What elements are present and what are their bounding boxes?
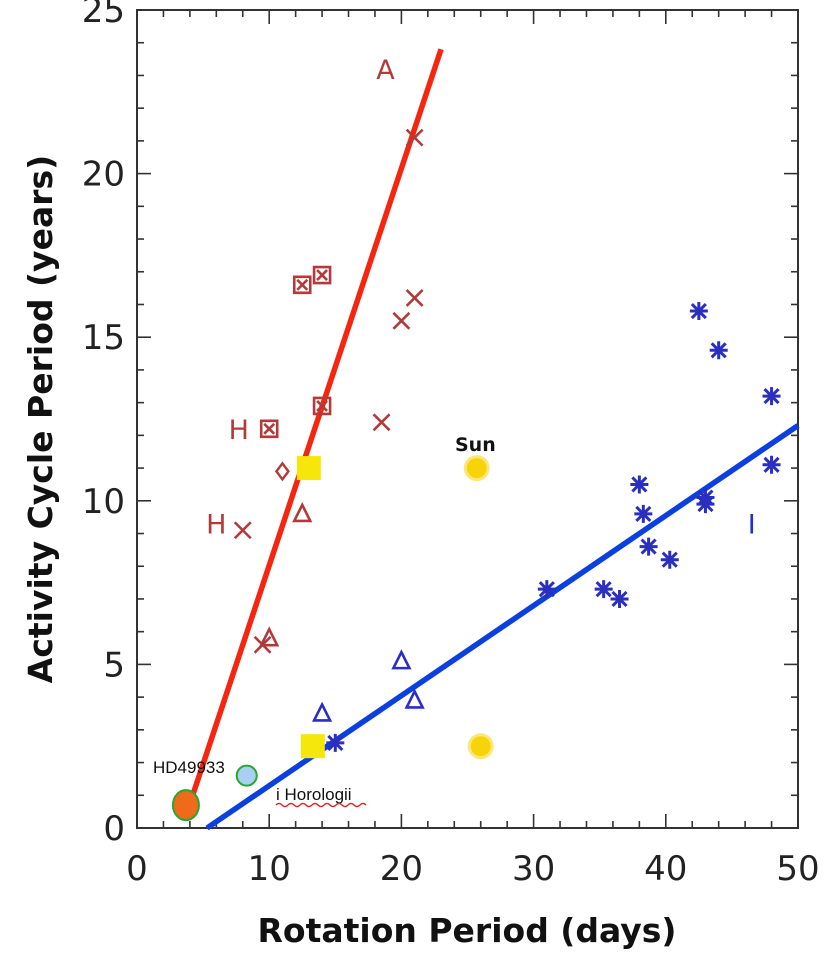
- active-x-point: [372, 413, 391, 432]
- inactive-asterisk-point: [639, 537, 658, 556]
- active-x-point: [233, 521, 252, 540]
- inactive-triangle-point: [391, 649, 412, 670]
- active-x-point: [405, 289, 424, 307]
- x-tick-label: 30: [512, 849, 555, 889]
- i-horologii-point: [235, 764, 258, 787]
- inactive-asterisk-point: [630, 475, 649, 494]
- active-x-point: [392, 311, 411, 330]
- y-tick-label: 10: [82, 482, 125, 522]
- x-tick-label: 0: [126, 849, 148, 889]
- data-points: A H H I: [206, 55, 781, 752]
- y-tick-label: 5: [103, 645, 125, 685]
- active-letter-point: H: [206, 510, 226, 541]
- active-boxed-x-point: [312, 396, 332, 416]
- active-boxed-x-point: [259, 419, 279, 439]
- sun-active-branch-position-square: [296, 456, 321, 481]
- inactive-asterisk-point: [660, 550, 679, 569]
- y-tick-label: 0: [103, 809, 125, 849]
- inactive-asterisk-point: [537, 580, 556, 599]
- annotations: Sun HD49933 i Horologii: [153, 434, 496, 808]
- sun-circle: [470, 736, 491, 757]
- active-triangle-point: [259, 626, 280, 647]
- sun-circle: [466, 458, 487, 479]
- sun-inactive-branch-position-square: [300, 734, 325, 759]
- inactive-asterisk-point: [762, 387, 781, 406]
- sun-label: Sun: [455, 434, 496, 456]
- active-letter-point: H: [229, 415, 249, 446]
- inactive-asterisk-point: [326, 733, 345, 752]
- active-fit-line: [184, 48, 444, 813]
- x-axis-title: Rotation Period (days): [258, 911, 677, 950]
- y-tick-label: 20: [82, 155, 125, 195]
- axis-ticks: 0 10 20 30 40 50 0 5 10 15 20 25: [82, 0, 820, 889]
- axis-titles: Rotation Period (days) Activity Cycle Pe…: [21, 155, 677, 950]
- inactive-asterisk-point: [696, 495, 715, 514]
- x-tick-label: 10: [248, 849, 291, 889]
- y-tick-label: 25: [82, 0, 125, 31]
- active-letter-point: A: [376, 55, 395, 86]
- hd49933-label: HD49933: [153, 758, 225, 777]
- plot-frame: [136, 9, 799, 829]
- x-tick-label: 50: [776, 849, 819, 889]
- inactive-asterisk-point: [610, 589, 629, 608]
- x-tick-label: 40: [644, 849, 687, 889]
- active-diamond-point: [274, 461, 290, 482]
- x-tick-label: 20: [380, 849, 423, 889]
- spellcheck-underline: [275, 802, 367, 808]
- hd49933-point: [171, 789, 200, 822]
- inactive-asterisk-point: [634, 504, 653, 523]
- inactive-letter-point: I: [748, 510, 756, 541]
- y-tick-label: 15: [82, 318, 125, 358]
- horologii-label: i Horologii: [276, 785, 352, 804]
- active-x-point: [405, 128, 424, 147]
- inactive-asterisk-point: [762, 455, 781, 474]
- active-boxed-x-point: [292, 275, 312, 295]
- inactive-triangle-point: [404, 688, 425, 709]
- highlight-markers: [171, 455, 494, 822]
- inactive-asterisk-point: [709, 341, 728, 360]
- y-axis-title: Activity Cycle Period (years): [21, 155, 60, 683]
- active-triangle-point: [292, 501, 313, 523]
- inactive-asterisk-point: [594, 580, 613, 599]
- inactive-triangle-point: [311, 701, 333, 722]
- inactive-asterisk-point: [689, 302, 708, 321]
- plot-area-border: [136, 9, 799, 829]
- active-boxed-x-point: [312, 265, 332, 285]
